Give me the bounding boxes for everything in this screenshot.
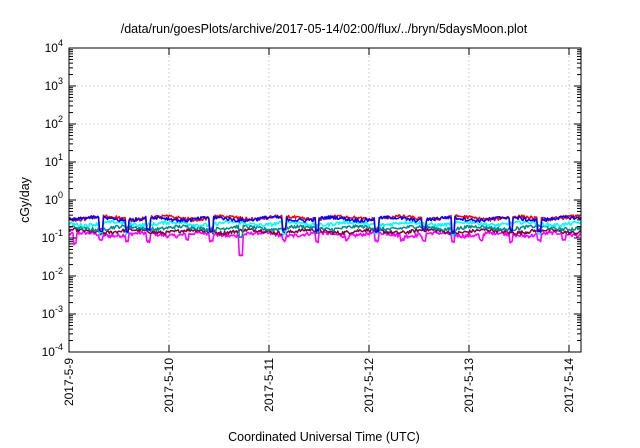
- x-tick-label: 2017-5-12: [362, 358, 376, 413]
- series-layer: [68, 214, 582, 257]
- x-tick-labels: 2017-5-9 2017-5-10 2017-5-11 2017-5-12 2017-…: [62, 358, 576, 413]
- x-tick-label: 2017-5-11: [262, 358, 276, 412]
- x-tick-label: 2017-5-14: [562, 358, 576, 413]
- y-tick-label: 101: [45, 152, 63, 169]
- y-tick-label: 10-4: [42, 342, 63, 359]
- x-tick-label: 2017-5-13: [462, 358, 476, 413]
- axis-ticks: [68, 47, 581, 353]
- y-tick-label: 10-1: [42, 228, 63, 245]
- x-tick-label: 2017-5-10: [162, 358, 176, 413]
- series-line: [68, 230, 582, 257]
- y-tick-label: 103: [45, 76, 63, 93]
- y-tick-label: 104: [45, 38, 63, 55]
- series-line: [68, 215, 582, 235]
- chart-title: /data/run/goesPlots/archive/2017-05-14/0…: [121, 22, 528, 36]
- x-tick-label: 2017-5-9: [62, 358, 76, 406]
- y-tick-labels: 10-4 10-3 10-2 10-1 100 101 102 103 104: [42, 38, 63, 359]
- series-line: [68, 224, 582, 239]
- y-axis-title: cGy/day: [18, 176, 32, 223]
- series-line: [68, 219, 582, 237]
- grid: [69, 48, 581, 352]
- x-axis-title: Coordinated Universal Time (UTC): [228, 430, 420, 444]
- y-tick-label: 100: [45, 190, 63, 207]
- y-tick-label: 10-2: [42, 266, 63, 283]
- y-tick-label: 10-3: [42, 304, 63, 321]
- y-tick-label: 102: [45, 114, 63, 131]
